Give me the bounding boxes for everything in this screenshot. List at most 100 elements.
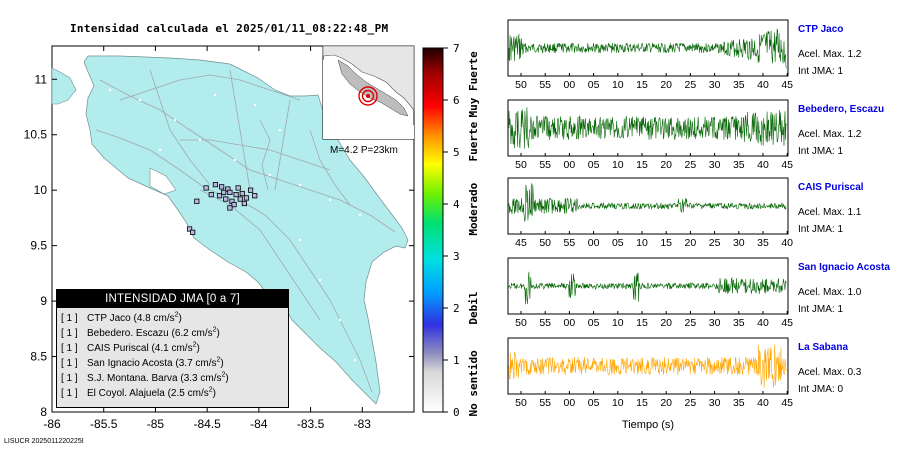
time-tick-label: 35 bbox=[733, 159, 745, 171]
station-marker bbox=[237, 196, 243, 202]
time-tick-label: 45 bbox=[781, 79, 793, 91]
time-tick-label: 00 bbox=[564, 159, 576, 171]
legend-intensity: [ 1 ] bbox=[61, 373, 78, 385]
station-marker bbox=[252, 193, 258, 199]
max-acceleration: Acel. Max. 1.2 bbox=[798, 49, 862, 60]
station-marker bbox=[216, 193, 223, 199]
latitude-tick-label: 10 bbox=[34, 183, 48, 197]
time-tick-label: 30 bbox=[733, 237, 745, 249]
scale-tick-label: 7 bbox=[453, 42, 460, 55]
seismogram: 50 55 00 05 10 15 20 25 30 35 40 45 Bebedero, Escazu… bbox=[507, 99, 884, 171]
legend-unit-superscript: 2 bbox=[212, 327, 217, 334]
time-tick-label: 20 bbox=[660, 79, 672, 91]
time-tick-label: 10 bbox=[612, 397, 624, 409]
time-tick-label: 50 bbox=[539, 237, 551, 249]
latitude-tick-label: 9 bbox=[40, 294, 47, 308]
time-tick-label: 55 bbox=[539, 317, 551, 329]
legend-unit-superscript: 2 bbox=[174, 312, 179, 319]
seismogram: 50 55 00 05 10 15 20 25 30 35 40 45 San Ignacio Acos… bbox=[507, 257, 890, 329]
jma-intensity: Int JMA: 0 bbox=[798, 384, 843, 395]
time-tick-label: 40 bbox=[781, 237, 793, 249]
longitude-tick-label: -84 bbox=[250, 417, 268, 431]
station-marker bbox=[247, 187, 254, 193]
road-network bbox=[95, 69, 396, 393]
longitude-tick-label: -83.5 bbox=[297, 417, 325, 431]
latitude-tick-label: 11 bbox=[35, 72, 48, 86]
station-marker bbox=[231, 201, 237, 208]
latitude-tick-label: 9.5 bbox=[30, 239, 47, 253]
intensity-color-scale: 0 1 2 3 4 5 6 7 No sentido Debil Moderado Fuerte Mu… bbox=[422, 42, 480, 419]
jma-intensity: Int JMA: 1 bbox=[798, 304, 843, 315]
legend-close-paren: ) bbox=[216, 328, 220, 340]
time-tick-label: 55 bbox=[539, 397, 551, 409]
station-marker bbox=[241, 200, 247, 207]
legend-close-paren: ) bbox=[212, 388, 216, 400]
time-tick-label: 05 bbox=[588, 317, 600, 329]
station-marker bbox=[208, 192, 214, 198]
station-name: La Sabana bbox=[798, 342, 848, 353]
station-marker bbox=[227, 189, 233, 195]
seismogram-traces: 50 55 00 05 10 15 20 25 30 35 40 45 CTP Jaco Acel. Ma… bbox=[507, 19, 890, 409]
jma-intensity: Int JMA: 1 bbox=[798, 224, 843, 235]
time-tick-label: 00 bbox=[588, 237, 600, 249]
scale-tick-label: 0 bbox=[453, 406, 460, 419]
time-tick-label: 10 bbox=[612, 79, 624, 91]
scale-tick-label: 4 bbox=[453, 198, 460, 211]
time-tick-label: 15 bbox=[636, 159, 648, 171]
longitude-tick-label: -85 bbox=[147, 417, 165, 431]
time-tick-label: 15 bbox=[636, 317, 648, 329]
jma-intensity: Int JMA: 1 bbox=[798, 146, 843, 157]
intensity-map: 11 10.5 10 9.5 9 8.5 8 -86 -85.5 -85 -84.5 -84 -83.… bbox=[24, 45, 415, 431]
scale-category-label: Debil bbox=[467, 291, 480, 324]
footer-code: LISUCR 2025011220225I bbox=[4, 438, 84, 445]
time-tick-label: 25 bbox=[685, 317, 697, 329]
legend-station-label: San Ignacio Acosta (3.7 cm/s2) bbox=[87, 357, 224, 370]
legend-close-paren: ) bbox=[225, 373, 229, 385]
scale-ticks: 0 1 2 3 4 5 6 7 bbox=[443, 42, 460, 419]
legend-station-label: CAIS Puriscal (4.1 cm/s2) bbox=[87, 342, 200, 355]
time-tick-label: 25 bbox=[685, 79, 697, 91]
station-markers bbox=[186, 182, 258, 235]
legend-rows: [ 1 ] CTP Jaco (4.8 cm/s2) [ 1 ] Bebedero. … bbox=[57, 308, 288, 400]
time-tick-label: 05 bbox=[612, 237, 624, 249]
legend-unit-superscript: 2 bbox=[221, 372, 226, 379]
time-tick-label: 40 bbox=[757, 397, 769, 409]
time-tick-label: 20 bbox=[660, 159, 672, 171]
time-tick-label: 55 bbox=[564, 237, 576, 249]
time-tick-label: 00 bbox=[564, 317, 576, 329]
seismogram: 50 55 00 05 10 15 20 25 30 35 40 45 La Sabana Acel. M… bbox=[507, 337, 862, 409]
legend-intensity: [ 1 ] bbox=[61, 328, 78, 340]
latitude-tick-label: 8.5 bbox=[30, 350, 47, 364]
time-tick-label: 35 bbox=[733, 79, 745, 91]
seismogram: 50 55 00 05 10 15 20 25 30 35 40 45 CTP Jaco Acel. Ma… bbox=[507, 19, 862, 91]
time-tick-label: 45 bbox=[781, 159, 793, 171]
legend-intensity: [ 1 ] bbox=[61, 388, 78, 400]
jma-intensity: Int JMA: 1 bbox=[798, 66, 843, 77]
scale-category-label: Muy Fuerte bbox=[467, 51, 480, 118]
time-tick-label: 45 bbox=[781, 397, 793, 409]
time-tick-label: 10 bbox=[612, 317, 624, 329]
location-inset-map bbox=[322, 45, 415, 140]
legend-row: [ 1 ] S.J. Montana. Barva (3.3 cm/s2) bbox=[57, 368, 288, 385]
station-marker bbox=[212, 182, 219, 188]
time-tick-label: 30 bbox=[709, 317, 721, 329]
time-tick-label: 55 bbox=[539, 79, 551, 91]
scale-category-labels: No sentido Debil Moderado Fuerte Muy Fuerte bbox=[467, 51, 480, 417]
time-tick-label: 05 bbox=[588, 79, 600, 91]
scale-category-label: Fuerte bbox=[467, 121, 480, 161]
time-tick-label: 10 bbox=[612, 159, 624, 171]
station-marker bbox=[203, 185, 209, 191]
max-acceleration: Acel. Max. 0.3 bbox=[798, 367, 862, 378]
time-tick-label: 25 bbox=[685, 397, 697, 409]
seismogram-panel: 50 55 00 05 10 15 20 25 30 35 40 45 CTP Jaco Acel. Ma… bbox=[507, 19, 890, 431]
map-title: Intensidad calculada el 2025/01/11_08:22… bbox=[70, 22, 389, 35]
legend-unit-superscript: 2 bbox=[208, 387, 213, 394]
legend-row: [ 1 ] San Ignacio Acosta (3.7 cm/s2) bbox=[57, 353, 288, 370]
longitude-tick-label: -86 bbox=[43, 417, 61, 431]
station-name: Bebedero, Escazu bbox=[798, 104, 884, 115]
time-tick-label: 35 bbox=[733, 317, 745, 329]
legend-close-paren: ) bbox=[196, 343, 200, 355]
time-tick-label: 05 bbox=[588, 159, 600, 171]
longitude-axis: -86 -85.5 -85 -84.5 -84 -83.5 -83 bbox=[43, 46, 371, 431]
time-tick-label: 50 bbox=[515, 159, 527, 171]
